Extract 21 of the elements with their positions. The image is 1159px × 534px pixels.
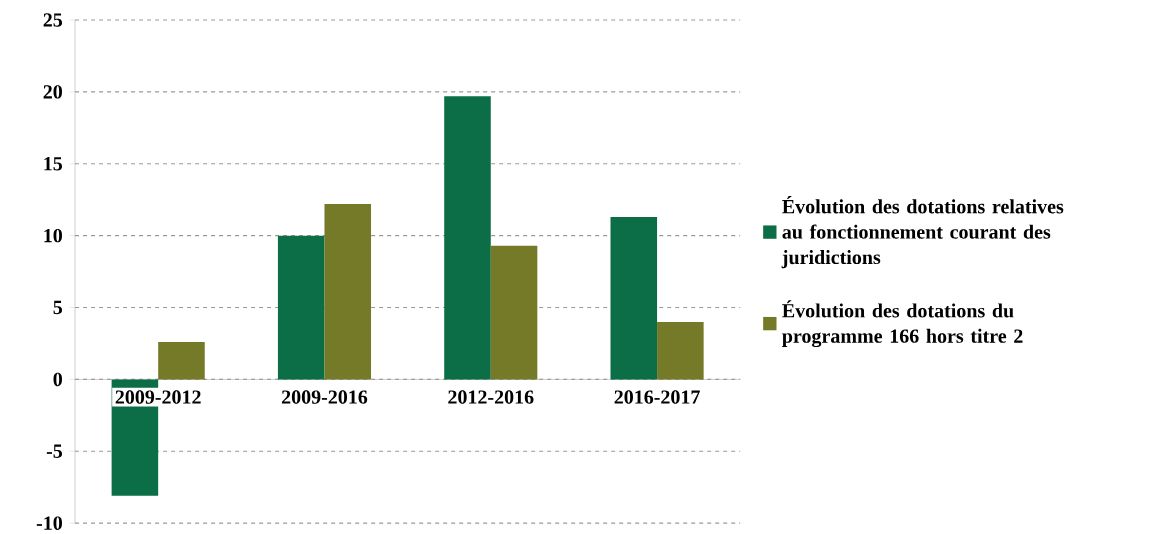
y-tick-label: 5 xyxy=(53,300,63,315)
x-tick-label: 2009-2012 xyxy=(115,390,201,404)
bar xyxy=(158,341,205,380)
bar xyxy=(490,245,538,380)
y-tick-label: 0 xyxy=(53,372,62,387)
bar xyxy=(657,321,704,380)
y-tick-label: 25 xyxy=(43,13,63,27)
bar xyxy=(610,216,658,380)
x-tick-label: 2012-2016 xyxy=(448,390,534,404)
y-tick-label: 10 xyxy=(44,228,62,243)
x-tick-label: 2009-2016 xyxy=(281,390,368,404)
legend-label: Évolution des dotations relatives au fonctionnement courant des juridictions xyxy=(781,196,1064,269)
legend-label: Évolution des dotations du programme 166 hors titre 2 xyxy=(782,300,1023,348)
bar xyxy=(444,96,491,380)
y-tick-label: -5 xyxy=(46,444,63,458)
bar xyxy=(324,203,372,380)
y-tick-label: -10 xyxy=(36,516,62,530)
y-tick-label: 15 xyxy=(44,157,63,171)
x-tick-label: 2016-2017 xyxy=(614,390,700,404)
bar xyxy=(277,235,325,380)
y-tick-label: 20 xyxy=(43,85,62,99)
